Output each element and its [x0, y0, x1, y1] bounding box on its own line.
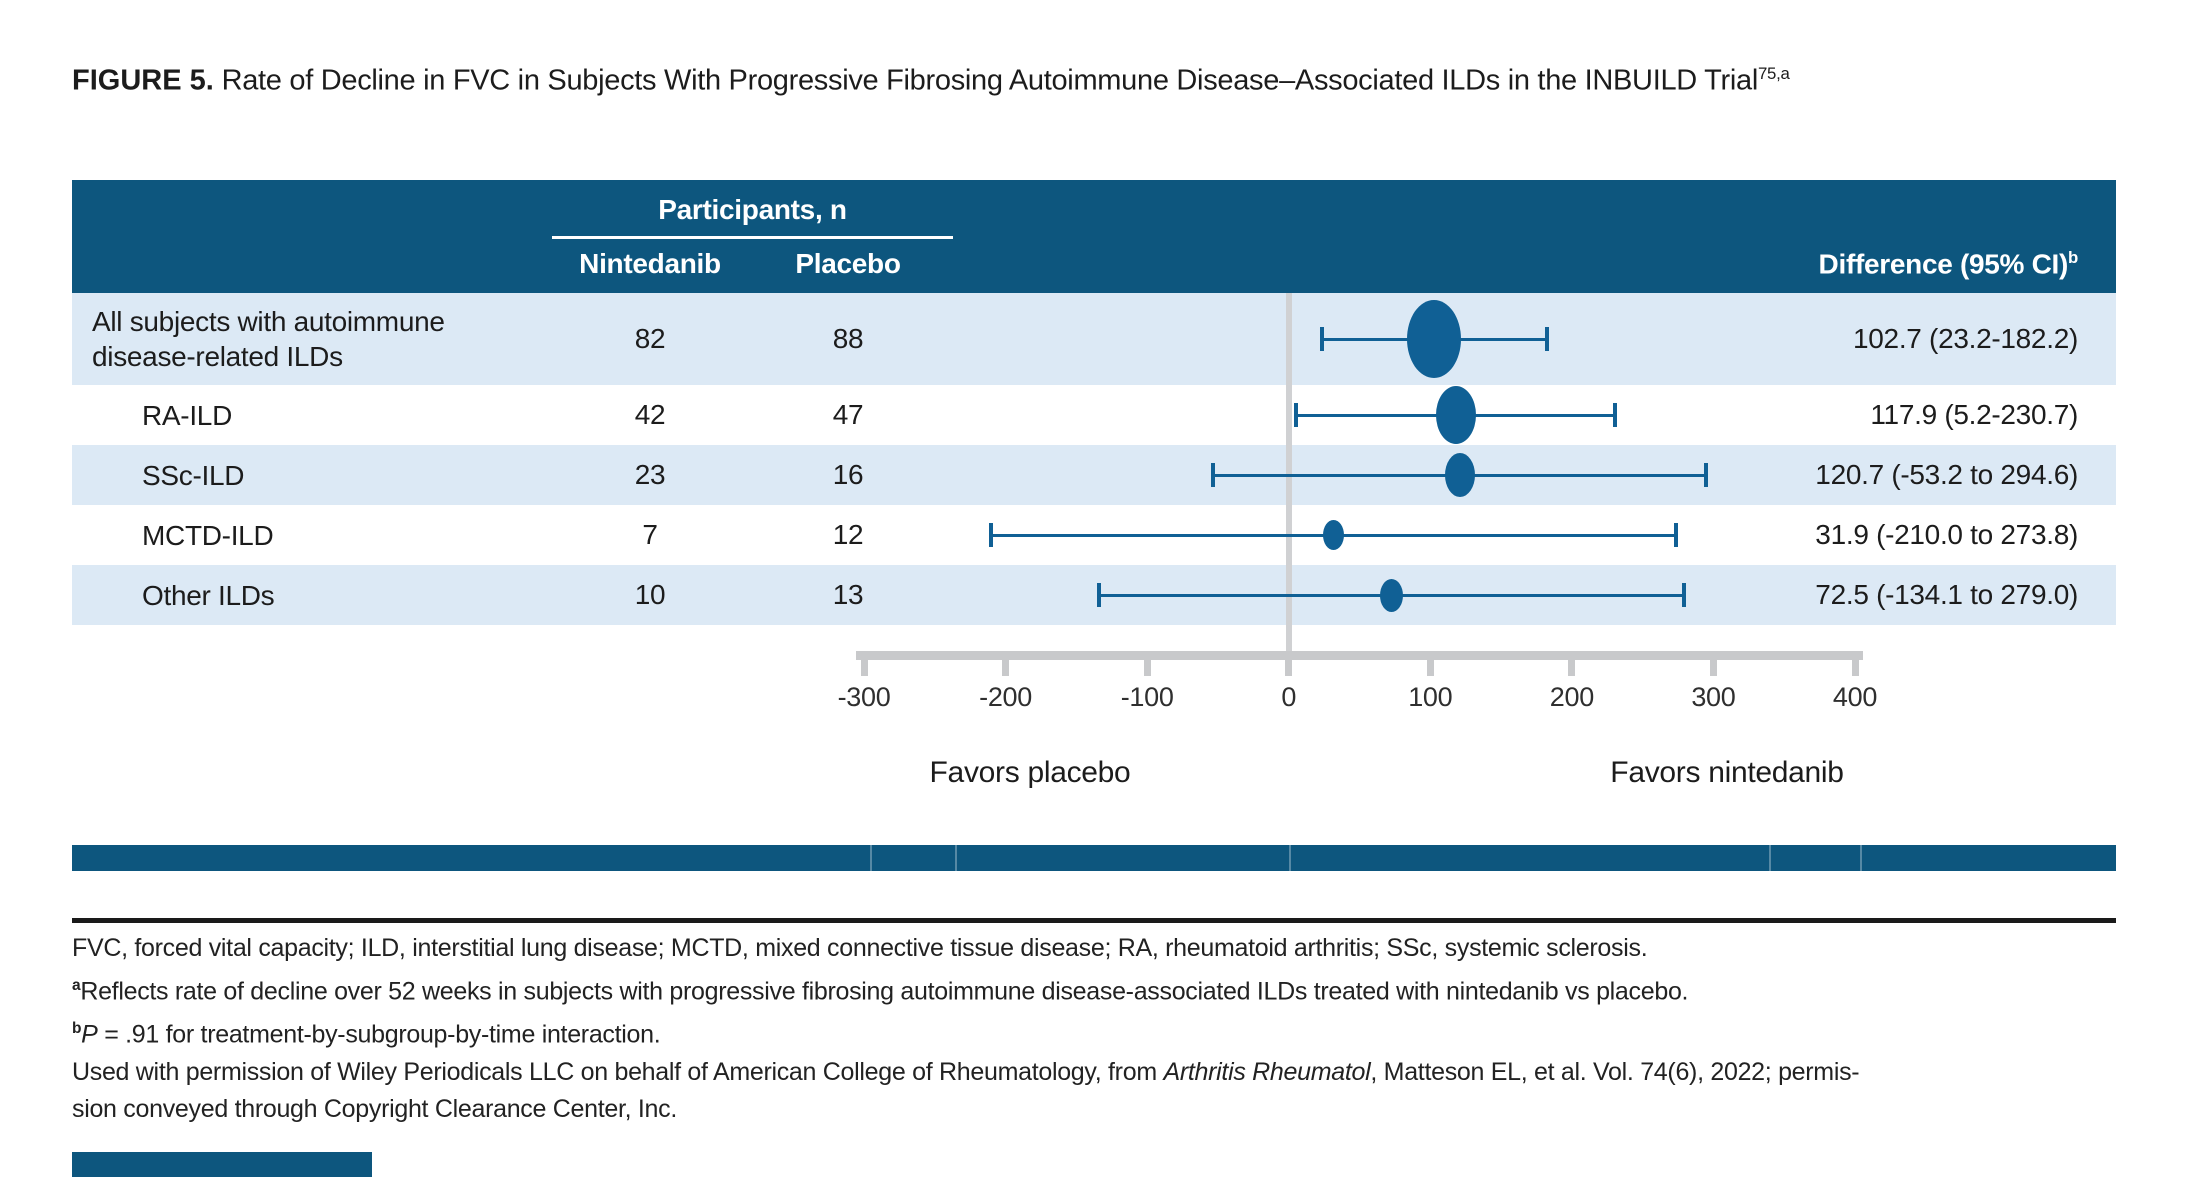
- figure-title-superscript: 75,a: [1757, 64, 1790, 83]
- x-axis-tick-label: 400: [1832, 682, 1878, 712]
- row-difference: 31.9 (-210.0 to 273.8): [1815, 519, 2078, 550]
- figure-number: FIGURE 5.: [72, 64, 214, 97]
- footnote-divider-rule: [72, 918, 2116, 923]
- figure-title: FIGURE 5. Rate of Decline in FVC in Subj…: [72, 56, 1790, 99]
- x-axis-tick: [1568, 660, 1576, 676]
- row-n-nintedanib: 7: [642, 519, 658, 550]
- x-axis-tick-label: 300: [1691, 682, 1736, 712]
- x-axis-tick: [1002, 660, 1010, 676]
- x-axis-tick-label: 200: [1549, 682, 1594, 712]
- footnote-b: bP = .91 for treatment-by-subgroup-by-ti…: [72, 1010, 2152, 1053]
- x-axis-tick: [1426, 660, 1434, 676]
- footnote-superscript-a: a: [72, 977, 81, 994]
- row-label: All subjects with autoimmune disease-rel…: [92, 306, 445, 372]
- row-label: RA-ILD: [142, 399, 232, 431]
- footnote-text: , Matteson EL, et al. Vol. 74(6), 2022; …: [1370, 1057, 1860, 1086]
- x-axis-tick: [1851, 660, 1859, 676]
- column-header-nintedanib: Nintedanib: [579, 248, 721, 279]
- column-header-difference: Difference (95% CI)b: [1818, 248, 2079, 280]
- table-row: Other ILDs 10 13 72.5 (-134.1 to 279.0): [72, 565, 2116, 625]
- x-axis-tick: [1143, 660, 1151, 676]
- row-label: Other ILDs: [142, 579, 275, 611]
- table-row: All subjects with autoimmune disease-rel…: [72, 293, 2116, 385]
- participants-underline: [552, 236, 953, 239]
- rule-seam: [955, 845, 957, 871]
- forest-table: Participants, n Nintedanib Placebo Diffe…: [72, 180, 2116, 625]
- row-n-nintedanib: 82: [634, 323, 666, 354]
- footnote-a: aReflects rate of decline over 52 weeks …: [72, 967, 2152, 1010]
- row-difference: 117.9 (5.2-230.7): [1870, 399, 2078, 430]
- column-header-placebo: Placebo: [795, 248, 901, 279]
- x-axis-tick: [860, 660, 868, 676]
- table-header: Participants, n Nintedanib Placebo Diffe…: [72, 180, 2116, 293]
- participants-header: Participants, n: [658, 194, 847, 225]
- x-axis-tick: [1285, 660, 1293, 676]
- figure-bottom-rule: [72, 845, 2116, 871]
- footnote-text: sion conveyed through Copyright Clearanc…: [72, 1094, 677, 1123]
- rule-seam: [1289, 845, 1291, 871]
- x-axis-line: [856, 651, 1863, 660]
- row-n-nintedanib: 10: [634, 579, 666, 610]
- x-axis-tick: [1709, 660, 1717, 676]
- footnote-permission: Used with permission of Wiley Periodical…: [72, 1054, 2152, 1091]
- row-n-nintedanib: 23: [634, 459, 666, 490]
- table-row: RA-ILD 42 47 117.9 (5.2-230.7): [72, 385, 2116, 445]
- footnote-text: Reflects rate of decline over 52 weeks i…: [80, 977, 1689, 1006]
- row-n-placebo: 12: [832, 519, 864, 550]
- x-axis-tick-label: -200: [979, 682, 1032, 712]
- footnote-journal-name: Arthritis Rheumatol: [1163, 1057, 1371, 1086]
- x-axis-tick-label: -100: [1120, 682, 1174, 712]
- footnote-text: = .91 for treatment-by-subgroup-by-time …: [97, 1020, 661, 1049]
- rule-seam: [1860, 845, 1862, 871]
- difference-header-text: Difference (95% CI): [1818, 248, 2069, 280]
- footnote-italic-p: P: [81, 1020, 98, 1049]
- figure-title-text: Rate of Decline in FVC in Subjects With …: [213, 64, 1759, 97]
- favors-nintedanib-label: Favors nintedanib: [1610, 756, 1844, 789]
- row-n-placebo: 47: [832, 399, 864, 430]
- x-axis-tick-label: 0: [1281, 682, 1297, 712]
- row-n-placebo: 88: [832, 323, 864, 354]
- footnote-superscript-b: b: [72, 1020, 82, 1038]
- row-n-placebo: 16: [832, 459, 864, 490]
- footnote-text: Used with permission of Wiley Periodical…: [72, 1057, 1164, 1086]
- difference-header-superscript: b: [2068, 248, 2078, 267]
- row-n-placebo: 13: [832, 579, 864, 610]
- row-n-nintedanib: 42: [634, 399, 666, 430]
- row-label: SSc-ILD: [142, 459, 245, 491]
- footnote-text: FVC, forced vital capacity; ILD, interst…: [72, 934, 1648, 962]
- row-label: MCTD-ILD: [142, 519, 274, 551]
- row-difference: 102.7 (23.2-182.2): [1853, 323, 2078, 354]
- page-corner-block: [72, 1152, 372, 1177]
- table-row: MCTD-ILD 7 12 31.9 (-210.0 to 273.8): [72, 505, 2116, 565]
- x-axis-tick-label: -300: [837, 682, 891, 712]
- table-row: SSc-ILD 23 16 120.7 (-53.2 to 294.6): [72, 445, 2116, 505]
- row-difference: 120.7 (-53.2 to 294.6): [1815, 459, 2078, 490]
- favors-placebo-label: Favors placebo: [929, 756, 1131, 789]
- footnote-abbreviations: FVC, forced vital capacity; ILD, interst…: [72, 930, 2152, 967]
- rule-seam: [1769, 845, 1771, 871]
- footnotes: FVC, forced vital capacity; ILD, interst…: [72, 930, 2152, 1128]
- rule-seam: [870, 845, 872, 871]
- x-axis-tick-label: 100: [1408, 682, 1453, 712]
- footnote-permission-continued: sion conveyed through Copyright Clearanc…: [72, 1091, 2152, 1128]
- row-difference: 72.5 (-134.1 to 279.0): [1815, 579, 2078, 610]
